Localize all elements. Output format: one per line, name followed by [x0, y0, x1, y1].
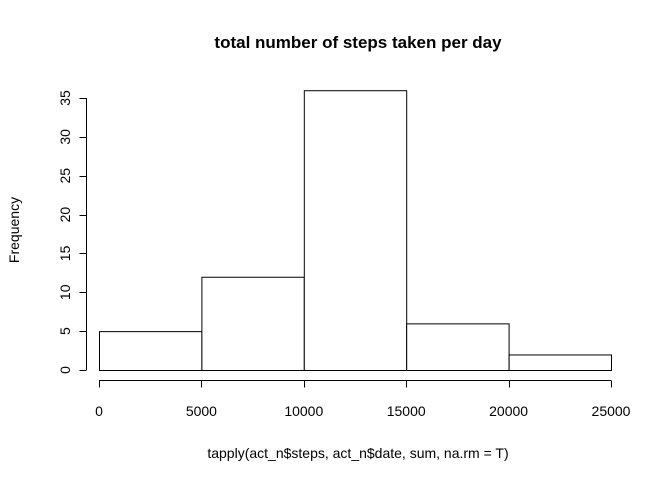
y-axis: 0 5 10 15 20 25 30 35: [57, 90, 87, 374]
y-tick-label: 5: [57, 327, 73, 335]
y-tick-label: 0: [57, 366, 73, 374]
y-tick-label: 20: [57, 207, 73, 223]
x-tick-label: 15000: [387, 403, 426, 419]
x-axis: 0 5000 10000 15000 20000 25000: [95, 380, 631, 419]
x-tick-label: 10000: [284, 403, 323, 419]
histogram-bar-2: [303, 90, 408, 371]
x-axis-label: tapply(act_n$steps, act_n$date, sum, na.…: [207, 445, 508, 461]
histogram-bars: [99, 90, 613, 372]
y-tick-label: 30: [57, 129, 73, 145]
x-tick-label: 20000: [489, 403, 528, 419]
histogram-bar-4: [508, 354, 613, 372]
y-tick-label: 15: [57, 245, 73, 261]
y-tick-label: 25: [57, 168, 73, 184]
histogram-bar-0: [99, 331, 203, 371]
y-axis-label: Frequency: [6, 197, 22, 263]
y-tick-label: 35: [57, 90, 73, 106]
chart-title: total number of steps taken per day: [214, 33, 502, 52]
histogram-bar-3: [406, 323, 510, 371]
x-tick-label: 5000: [186, 403, 217, 419]
histogram-bar-1: [201, 276, 305, 371]
x-tick-label: 0: [95, 403, 103, 419]
x-tick-label: 25000: [592, 403, 631, 419]
y-tick-label: 10: [57, 284, 73, 300]
